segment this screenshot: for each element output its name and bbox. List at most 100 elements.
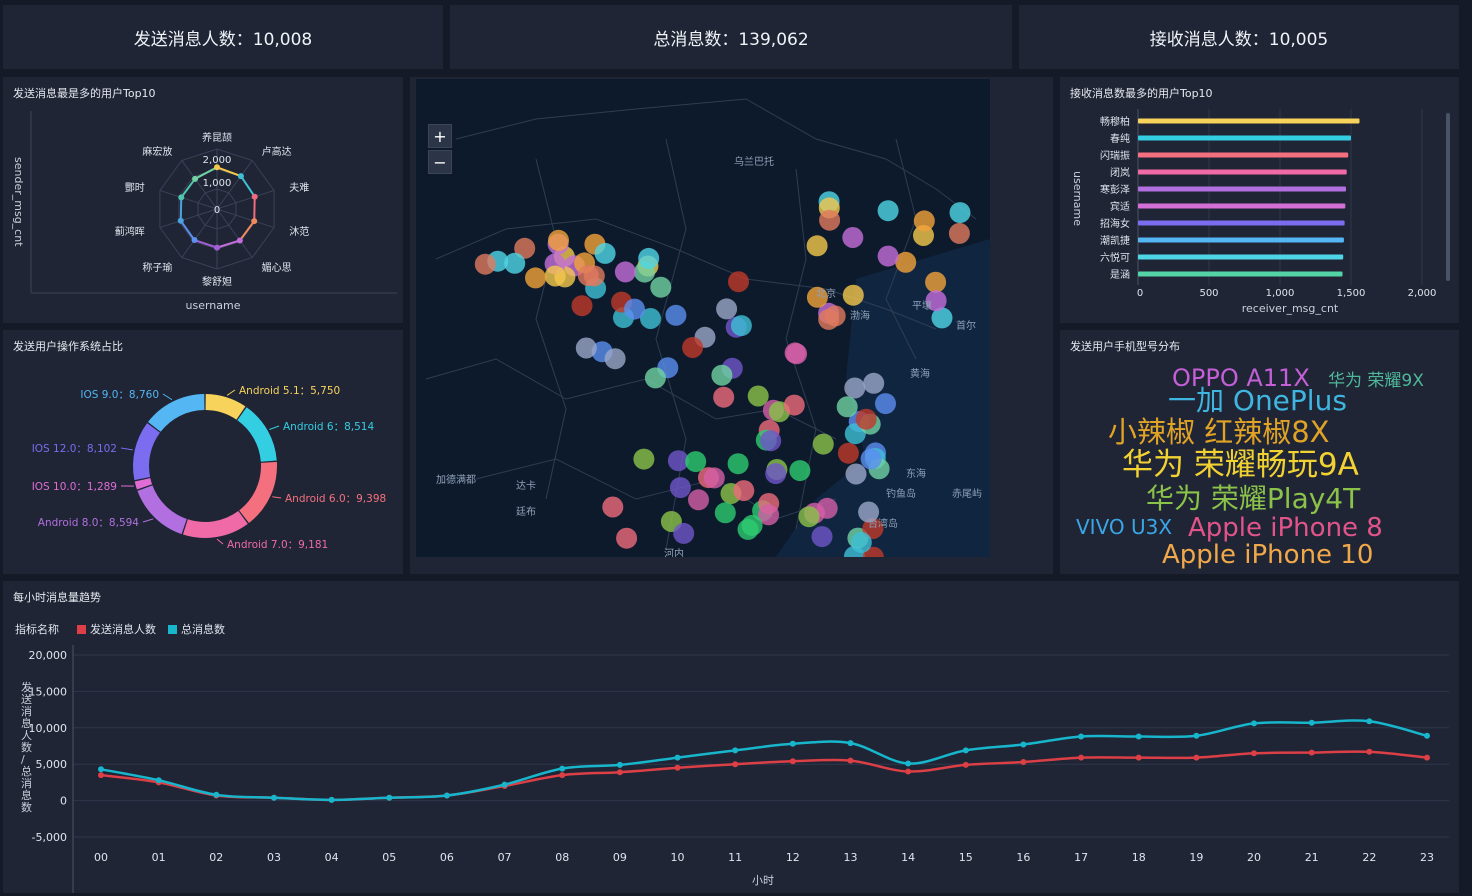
line-point[interactable] — [1251, 720, 1257, 727]
bar-row[interactable] — [1138, 237, 1344, 243]
line-point[interactable] — [98, 772, 104, 779]
map-dot[interactable] — [784, 342, 806, 364]
line-point[interactable] — [98, 766, 104, 773]
line-point[interactable] — [674, 764, 681, 771]
line-point[interactable] — [732, 761, 739, 768]
line-point[interactable] — [616, 761, 623, 768]
line-series-1[interactable] — [100, 719, 1428, 802]
map-dot[interactable] — [855, 408, 877, 430]
map-dot[interactable] — [688, 489, 709, 511]
map-dot[interactable] — [548, 229, 569, 251]
line-point[interactable] — [1020, 741, 1027, 748]
bar-row[interactable] — [1138, 169, 1347, 175]
donut-slice[interactable] — [133, 423, 160, 481]
map-dot[interactable] — [877, 245, 899, 267]
donut-slice[interactable] — [205, 394, 246, 420]
wordcloud-word[interactable]: Apple iPhone 10 — [1162, 540, 1373, 570]
map-dot[interactable] — [765, 463, 787, 485]
map-dot[interactable] — [604, 348, 626, 370]
donut-slice[interactable] — [147, 394, 205, 432]
radar-point[interactable] — [237, 173, 244, 180]
line-point[interactable] — [386, 794, 393, 801]
map-dot[interactable] — [837, 442, 859, 464]
line-point[interactable] — [1308, 719, 1315, 726]
line-point[interactable] — [674, 754, 681, 761]
line-point[interactable] — [1020, 759, 1027, 765]
map-dot[interactable] — [925, 290, 947, 312]
line-point[interactable] — [905, 760, 912, 767]
line-point[interactable] — [847, 757, 854, 764]
map-dot[interactable] — [741, 514, 763, 536]
map-dot[interactable] — [806, 286, 828, 308]
legend-label-total[interactable]: 总消息数 — [181, 622, 225, 636]
map-dot[interactable] — [575, 337, 597, 359]
line-point[interactable] — [271, 794, 277, 801]
wordcloud-word[interactable]: 华为 荣耀9X — [1328, 371, 1424, 391]
line-point[interactable] — [789, 740, 796, 747]
zoom-out-button[interactable]: − — [428, 150, 452, 174]
line-point[interactable] — [905, 768, 912, 775]
radar-point[interactable] — [177, 217, 184, 224]
zoom-in-button[interactable]: + — [428, 124, 452, 148]
map-dot[interactable] — [665, 304, 687, 326]
map-dot[interactable] — [633, 448, 655, 470]
map-dot[interactable] — [863, 372, 885, 394]
map-dot[interactable] — [875, 393, 896, 415]
wordcloud-word[interactable]: 华为 荣耀畅玩9A — [1122, 447, 1359, 483]
map-dot[interactable] — [669, 477, 691, 499]
map-dot[interactable] — [842, 227, 864, 248]
donut-slice[interactable] — [134, 478, 153, 490]
map-dot[interactable] — [640, 308, 661, 329]
map-dot[interactable] — [758, 504, 780, 526]
map-dot[interactable] — [685, 451, 707, 473]
map-dot[interactable] — [789, 460, 811, 482]
wordcloud-word[interactable]: VIVO U3X — [1076, 515, 1172, 539]
line-series-0[interactable] — [100, 750, 1428, 802]
line-point[interactable] — [1193, 732, 1200, 739]
line-point[interactable] — [1424, 754, 1430, 761]
map-dot[interactable] — [713, 386, 735, 408]
wordcloud-word[interactable]: 华为 荣耀Play4T — [1146, 482, 1361, 515]
map-dot[interactable] — [824, 305, 846, 327]
radar-point[interactable] — [178, 194, 185, 201]
map-dot[interactable] — [733, 480, 755, 502]
line-point[interactable] — [328, 796, 335, 803]
map-dot[interactable] — [836, 396, 858, 418]
map-dot[interactable] — [711, 364, 733, 386]
donut-slice[interactable] — [239, 461, 277, 524]
bar-row[interactable] — [1138, 220, 1345, 226]
map-dot[interactable] — [747, 385, 769, 407]
map-dot[interactable] — [860, 448, 882, 470]
map-dot[interactable] — [474, 253, 496, 275]
map-dot[interactable] — [594, 242, 616, 264]
line-point[interactable] — [789, 758, 796, 765]
radar-point[interactable] — [214, 164, 220, 171]
map-dot[interactable] — [844, 377, 866, 399]
line-point[interactable] — [443, 792, 450, 799]
line-point[interactable] — [616, 769, 623, 776]
map-dot[interactable] — [760, 430, 782, 452]
line-point[interactable] — [559, 765, 566, 772]
map-dot[interactable] — [862, 518, 884, 539]
map-dot[interactable] — [844, 423, 866, 445]
bar-row[interactable] — [1138, 271, 1343, 277]
line-point[interactable] — [213, 791, 220, 798]
map-dot[interactable] — [602, 496, 624, 518]
line-point[interactable] — [1078, 754, 1085, 761]
radar-point[interactable] — [214, 244, 220, 251]
map-dot[interactable] — [931, 307, 953, 329]
line-point[interactable] — [847, 740, 854, 747]
line-point[interactable] — [1251, 750, 1257, 757]
map-dot[interactable] — [949, 202, 971, 224]
map-dot[interactable] — [624, 298, 645, 320]
radar-point[interactable] — [251, 193, 258, 200]
line-point[interactable] — [1366, 748, 1373, 755]
map-dot[interactable] — [504, 252, 526, 274]
map-dot[interactable] — [913, 210, 935, 232]
legend-swatch-total[interactable] — [168, 625, 177, 634]
map-dot[interactable] — [525, 267, 546, 289]
map-dot[interactable] — [667, 450, 689, 472]
map-dot[interactable] — [811, 526, 833, 548]
map-dot[interactable] — [714, 502, 736, 524]
